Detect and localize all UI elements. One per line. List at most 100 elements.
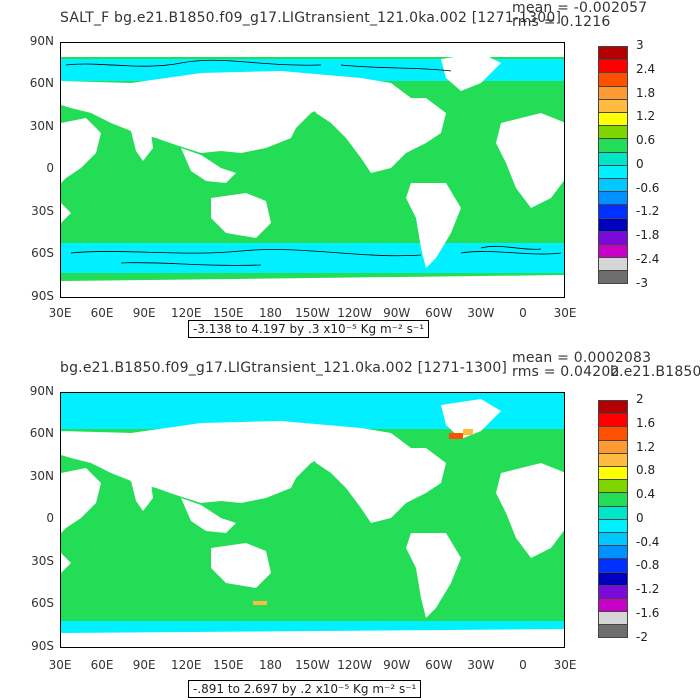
colorbar-swatch <box>598 571 628 585</box>
india-land <box>131 481 153 511</box>
colorbar-swatch <box>598 257 628 271</box>
colorbar-swatch <box>598 426 628 440</box>
colorbar-swatch <box>598 452 628 466</box>
colorbar-swatch <box>598 46 628 60</box>
india-land <box>131 131 153 161</box>
x-tick-label: 90E <box>132 658 156 672</box>
colorbar-label: 2.4 <box>636 61 656 76</box>
mean-label: mean = -0.002057 <box>512 0 648 16</box>
y-tick-90s: 90S <box>31 639 54 653</box>
colorbar-swatch <box>598 598 628 612</box>
colorbar <box>598 46 628 284</box>
x-tick-label: 150W <box>295 658 330 672</box>
x-tick-label: 120W <box>337 658 372 672</box>
colorbar-swatch <box>598 270 628 284</box>
y-tick-90s: 90S <box>31 289 54 303</box>
rms-label: rms = 0.04202 <box>512 364 620 380</box>
africa-land <box>61 468 101 573</box>
overlap-text: b.e21.B1850.f09 <box>610 364 700 380</box>
x-tick-label: 120E <box>171 306 202 320</box>
colorbar-label: 0.4 <box>636 487 656 502</box>
africa-east-land <box>496 463 564 558</box>
colorbar-swatch <box>598 59 628 73</box>
colorbar-swatch <box>598 230 628 244</box>
panel-bottom: bg.e21.B1850.f09_g17.LIGtransient_121.0k… <box>0 350 700 700</box>
colorbar-label: -0.4 <box>636 534 660 549</box>
colorbar-swatch <box>598 466 628 480</box>
colorbar-swatch <box>598 545 628 559</box>
colorbar-label: -1.8 <box>636 228 660 243</box>
x-tick-label: 60W <box>425 658 453 672</box>
colorbar-swatch <box>598 151 628 165</box>
colorbar <box>598 400 628 638</box>
southern-ocean-band <box>61 243 564 273</box>
x-tick-label: 60W <box>425 306 453 320</box>
world-map <box>61 393 564 647</box>
colorbar-swatch <box>598 413 628 427</box>
x-tick-label: 120W <box>337 306 372 320</box>
se-asia-land <box>181 498 236 533</box>
colorbar-label: -1.2 <box>636 582 660 597</box>
colorbar-label: -1.2 <box>636 204 660 219</box>
y-tick-30n: 30N <box>29 119 54 133</box>
colorbar-label: 3 <box>636 38 644 52</box>
south-america-land <box>406 533 461 618</box>
x-tick-label: 30W <box>467 306 495 320</box>
plot-title: bg.e21.B1850.f09_g17.LIGtransient_121.0k… <box>60 360 508 376</box>
colorbar-swatch <box>598 624 628 638</box>
x-tick-label: 120E <box>171 658 202 672</box>
colorbar-swatch <box>598 112 628 126</box>
x-tick-label: 30E <box>553 306 577 320</box>
colorbar-label: 0.8 <box>636 463 656 478</box>
colorbar-label: 1.8 <box>636 85 656 100</box>
x-tick-label: 150E <box>213 658 244 672</box>
colorbar-swatch <box>598 85 628 99</box>
australia-land <box>211 193 271 238</box>
x-tick-label: 180 <box>258 306 282 320</box>
world-map <box>61 43 564 297</box>
y-tick-60n: 60N <box>29 76 54 90</box>
colorbar-swatch <box>598 584 628 598</box>
colorbar-swatch <box>598 492 628 506</box>
colorbar-label: 0 <box>636 510 644 525</box>
north-america-land <box>301 78 446 173</box>
colorbar-label: -1.6 <box>636 605 660 620</box>
colorbar-swatch <box>598 532 628 546</box>
colorbar-label: 0.6 <box>636 133 656 148</box>
colorbar-swatch <box>598 505 628 519</box>
x-tick-label: 0 <box>519 658 527 672</box>
colorbar-swatch <box>598 125 628 139</box>
colorbar-swatch <box>598 518 628 532</box>
colorbar-label: 1.2 <box>636 109 656 124</box>
se-asia-land <box>181 148 236 183</box>
mean-label: mean = 0.0002083 <box>512 350 652 366</box>
contour-info-box: -.891 to 2.697 by .2 x10⁻⁵ Kg m⁻² s⁻¹ <box>188 680 422 698</box>
x-tick-label: 150W <box>295 306 330 320</box>
colorbar-swatch <box>598 164 628 178</box>
map-plot <box>60 42 565 298</box>
colorbar-swatch <box>598 439 628 453</box>
colorbar-label: -0.6 <box>636 180 660 195</box>
contour-lines <box>65 59 562 266</box>
x-tick-label: 90W <box>383 306 411 320</box>
colorbar-label: -2 <box>636 629 648 644</box>
colorbar-swatch <box>598 611 628 625</box>
y-tick-60s: 60S <box>31 596 54 610</box>
africa-land <box>61 118 101 223</box>
arctic-land-north <box>61 43 564 57</box>
land-masses <box>61 399 564 647</box>
y-tick-90n: 90N <box>29 34 54 48</box>
colorbar-swatch <box>598 98 628 112</box>
x-tick-label: 0 <box>519 306 527 320</box>
y-tick-60n: 60N <box>29 426 54 440</box>
colorbar-swatch <box>598 204 628 218</box>
x-tick-label: 60E <box>90 306 114 320</box>
colorbar-label: 1.6 <box>636 415 656 430</box>
colorbar-label: 1.2 <box>636 439 656 454</box>
land-masses <box>61 43 564 297</box>
colorbar-swatch <box>598 178 628 192</box>
x-tick-label: 30E <box>48 658 72 672</box>
antarctica-land <box>61 629 564 647</box>
greenland-land <box>441 399 501 439</box>
colorbar-swatch <box>598 558 628 572</box>
